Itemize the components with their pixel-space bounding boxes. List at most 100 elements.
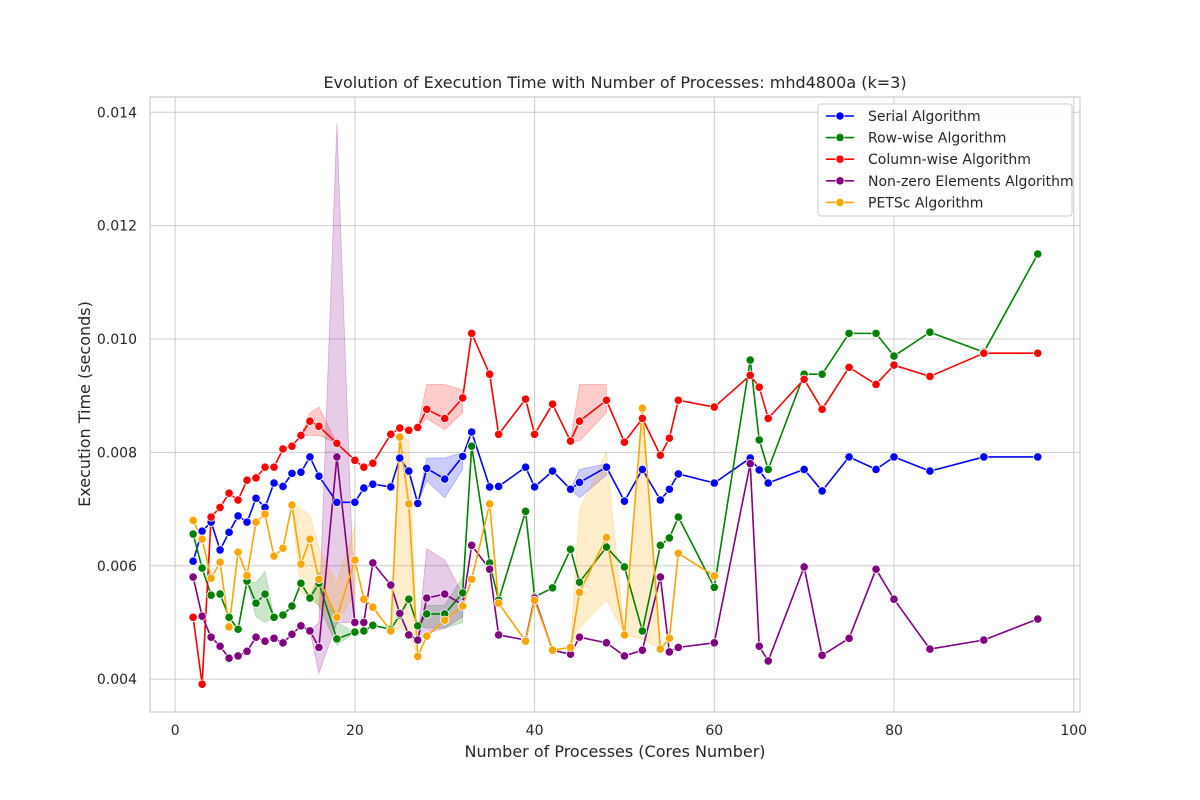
data-point-row-wise-algorithm [269,612,279,622]
data-point-petsc-algorithm [529,595,540,605]
data-point-column-wise-algorithm [188,612,198,622]
data-point-column-wise-algorithm [745,370,755,380]
data-point-column-wise-algorithm [619,437,630,447]
data-point-non-zero-elements-algorithm [889,594,899,604]
data-point-column-wise-algorithm [467,328,477,338]
data-point-column-wise-algorithm [359,462,369,472]
data-point-row-wise-algorithm [745,355,755,365]
data-point-column-wise-algorithm [287,441,297,451]
data-point-row-wise-algorithm [925,327,935,337]
data-point-petsc-algorithm [520,636,531,646]
data-point-petsc-algorithm [458,601,468,611]
data-point-column-wise-algorithm [233,495,243,505]
legend-item-non-zero-elements-algorithm: Non-zero Elements Algorithm [826,174,1074,190]
data-point-petsc-algorithm [359,594,369,604]
legend-item-column-wise-algorithm: Column-wise Algorithm [826,152,1031,168]
legend-marker [835,197,845,207]
data-point-row-wise-algorithm [278,610,288,620]
data-point-row-wise-algorithm [332,634,342,644]
series-line-row-wise-algorithm [192,253,1039,640]
data-point-non-zero-elements-algorithm [467,540,477,550]
data-point-column-wise-algorithm [844,362,854,372]
data-point-column-wise-algorithm [314,421,324,431]
data-point-petsc-algorithm [574,587,585,598]
data-point-column-wise-algorithm [197,679,207,689]
data-point-row-wise-algorithm [413,621,423,631]
data-point-column-wise-algorithm [673,395,683,405]
data-point-row-wise-algorithm [1033,249,1043,259]
data-point-non-zero-elements-algorithm [368,558,378,568]
data-point-column-wise-algorithm [278,444,288,454]
data-point-non-zero-elements-algorithm [314,642,324,652]
data-point-petsc-algorithm [278,543,288,553]
data-point-serial-algorithm [547,466,558,476]
data-point-petsc-algorithm [206,573,216,583]
legend-item-petsc-algorithm: PETSc Algorithm [826,195,983,211]
data-point-non-zero-elements-algorithm [574,632,585,642]
data-point-non-zero-elements-algorithm [844,633,854,643]
legend-box [817,103,1073,217]
data-point-serial-algorithm [601,462,612,472]
data-point-non-zero-elements-algorithm [817,650,827,660]
data-point-column-wise-algorithm [637,413,648,423]
data-point-serial-algorithm [844,452,854,462]
series-lines [192,253,1039,686]
data-point-non-zero-elements-algorithm [269,633,279,643]
data-point-non-zero-elements-algorithm [925,644,935,654]
data-point-non-zero-elements-algorithm [709,638,719,648]
data-point-serial-algorithm [197,526,207,536]
data-point-petsc-algorithm [314,574,324,584]
data-point-non-zero-elements-algorithm [619,651,630,661]
data-point-serial-algorithm [269,478,279,488]
data-point-column-wise-algorithm [889,360,899,370]
data-point-serial-algorithm [637,464,648,475]
x-tick-label: 80 [885,723,903,739]
data-point-column-wise-algorithm [440,413,450,423]
data-point-column-wise-algorithm [601,395,612,405]
data-point-petsc-algorithm [395,432,405,442]
data-point-column-wise-algorithm [368,458,378,468]
data-point-petsc-algorithm [547,645,558,655]
data-point-non-zero-elements-algorithm [395,608,405,618]
data-point-row-wise-algorithm [844,328,854,338]
data-point-row-wise-algorithm [637,626,648,636]
data-point-column-wise-algorithm [260,462,270,472]
data-point-column-wise-algorithm [494,429,504,439]
series-line-serial-algorithm [192,431,1038,562]
data-point-serial-algorithm [332,497,342,507]
data-point-serial-algorithm [386,482,396,492]
data-point-column-wise-algorithm [251,473,261,483]
data-point-column-wise-algorithm [269,462,279,472]
data-point-row-wise-algorithm [305,593,315,603]
data-point-petsc-algorithm [224,622,234,632]
series-markers [188,249,1043,689]
data-point-non-zero-elements-algorithm [224,653,234,663]
data-point-row-wise-algorithm [458,588,468,598]
data-point-non-zero-elements-algorithm [296,621,306,631]
data-point-column-wise-algorithm [458,393,468,403]
data-point-non-zero-elements-algorithm [215,641,225,651]
legend-label: Row-wise Algorithm [868,131,1006,147]
data-point-row-wise-algorithm [404,594,414,604]
data-point-petsc-algorithm [233,547,243,557]
data-point-serial-algorithm [673,469,683,479]
data-point-petsc-algorithm [637,403,648,413]
data-point-non-zero-elements-algorithm [386,580,396,590]
data-point-petsc-algorithm [413,651,423,662]
data-point-column-wise-algorithm [547,399,558,409]
legend-marker [835,176,845,186]
data-point-serial-algorithm [871,464,881,475]
data-point-petsc-algorithm [287,500,297,510]
data-point-petsc-algorithm [251,517,261,527]
data-point-petsc-algorithm [215,557,225,567]
data-point-column-wise-algorithm [386,429,396,439]
data-point-serial-algorithm [889,452,899,462]
data-point-serial-algorithm [359,483,369,493]
data-point-column-wise-algorithm [422,404,432,414]
data-point-petsc-algorithm [422,631,432,641]
data-point-row-wise-algorithm [224,612,234,622]
data-point-petsc-algorithm [368,602,378,612]
data-point-serial-algorithm [458,451,468,461]
data-point-serial-algorithm [395,453,405,463]
data-point-petsc-algorithm [709,571,719,581]
